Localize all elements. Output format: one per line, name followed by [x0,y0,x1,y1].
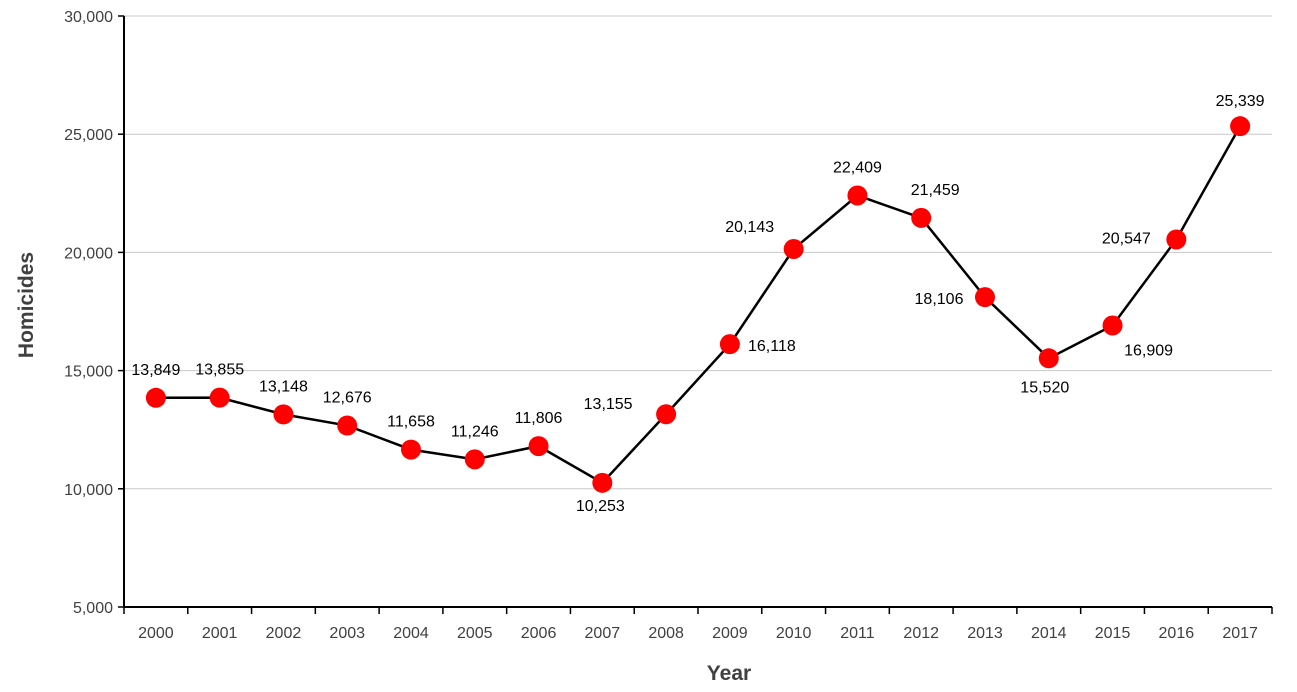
data-point [911,207,932,228]
data-label: 12,676 [323,390,372,407]
data-labels: 13,849 13,855 13,148 12,676 11,658 11,246 11,8… [131,93,1264,515]
data-point [1230,116,1251,137]
x-tick-label: 2013 [967,625,1003,642]
data-point [719,334,740,355]
data-point [1166,229,1187,250]
data-label: 13,155 [584,396,633,413]
x-tick-label: 2015 [1095,625,1131,642]
data-point [592,472,613,493]
data-label: 15,520 [1020,379,1069,396]
data-label: 13,855 [195,362,244,379]
y-tick-label: 15,000 [64,364,113,381]
y-tick-label: 10,000 [64,482,113,499]
data-point [975,287,995,308]
x-axis-title: Year [707,662,751,685]
data-point [464,449,485,470]
x-tick-label: 2014 [1031,625,1067,642]
y-tick-label: 30,000 [64,9,113,26]
x-tick-label: 2007 [585,625,621,642]
data-point [656,404,677,425]
x-tick-label: 2012 [903,625,939,642]
data-point [337,415,358,436]
x-tick-label: 2002 [266,625,302,642]
x-tick-label: 2009 [712,625,748,642]
data-label: 18,106 [915,291,964,308]
x-tick-label: 2016 [1159,625,1195,642]
x-tick-label: 2006 [521,625,557,642]
y-tick-label: 20,000 [64,245,113,262]
data-point [401,439,421,460]
data-label: 11,246 [451,423,499,440]
data-point [783,239,804,260]
data-point [1038,348,1059,369]
data-label: 16,118 [748,338,796,355]
data-label: 20,143 [725,219,774,236]
y-axis-ticks: 5,000 10,000 15,000 20,000 25,000 30,000 [64,9,124,617]
data-label: 21,459 [911,182,960,199]
x-axis-ticks: 2000 2001 2002 2003 2004 2005 2006 2007 2008 2009… [123,607,1273,642]
x-tick-label: 2004 [393,625,429,642]
data-label: 11,658 [387,414,435,431]
y-tick-label: 25,000 [64,127,113,144]
x-tick-label: 2008 [648,625,684,642]
data-label: 10,253 [576,498,625,515]
data-point [847,185,868,206]
data-point [145,387,166,408]
data-point [1102,315,1123,336]
y-tick-label: 5,000 [73,600,113,617]
data-points [145,116,1251,493]
x-tick-label: 2011 [840,625,875,642]
x-tick-label: 2003 [329,625,365,642]
data-label: 20,547 [1102,230,1151,247]
data-point [528,436,549,457]
y-axis-title: Homicides [15,252,38,358]
x-tick-label: 2010 [776,625,812,642]
x-tick-label: 2005 [457,625,493,642]
x-tick-label: 2001 [202,625,238,642]
data-label: 22,409 [833,159,882,176]
data-label: 25,339 [1216,93,1265,110]
data-point [209,387,230,408]
series-line [155,125,1242,485]
data-label: 16,909 [1124,342,1173,359]
data-label: 13,849 [131,362,180,379]
data-point [273,404,294,425]
gridlines [124,15,1272,490]
x-tick-label: 2000 [138,625,174,642]
data-label: 13,148 [259,378,308,395]
data-label: 11,806 [515,410,563,427]
x-tick-label: 2017 [1222,625,1258,642]
